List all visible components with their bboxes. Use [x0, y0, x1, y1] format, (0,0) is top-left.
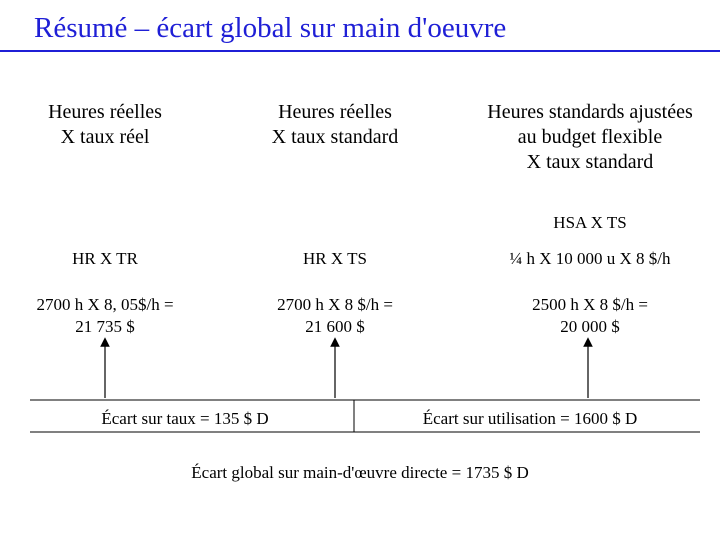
variance-utilisation: Écart sur utilisation = 1600 $ D: [340, 409, 720, 429]
abbr-row: HR X TR HR X TS ¼ h X 10 000 u X 8 $/h: [0, 248, 720, 269]
col3-line3: X taux standard: [460, 150, 720, 175]
column-headers-row: Heures réelles X taux réel Heures réelle…: [0, 100, 720, 175]
calc1-line2: 21 735 $: [0, 316, 210, 338]
col2-line2: X taux standard: [210, 125, 460, 150]
variance-taux: Écart sur taux = 135 $ D: [0, 409, 340, 429]
abbr-upper-row: HSA X TS: [0, 213, 720, 233]
bracket-diagram: [0, 0, 720, 540]
calc2-line2: 21 600 $: [210, 316, 460, 338]
variance-row: Écart sur taux = 135 $ D Écart sur utili…: [0, 409, 720, 429]
calc-row: 2700 h X 8, 05$/h = 21 735 $ 2700 h X 8 …: [0, 294, 720, 338]
col-header-2: Heures réelles X taux standard: [210, 100, 460, 175]
col-header-3: Heures standards ajustées au budget flex…: [460, 100, 720, 175]
calc-col1: 2700 h X 8, 05$/h = 21 735 $: [0, 294, 210, 338]
abbr-col3-upper: HSA X TS: [460, 213, 720, 233]
calc-col2: 2700 h X 8 $/h = 21 600 $: [210, 294, 460, 338]
abbr-col3: ¼ h X 10 000 u X 8 $/h: [460, 248, 720, 269]
calc3-line2: 20 000 $: [460, 316, 720, 338]
col-header-1: Heures réelles X taux réel: [0, 100, 210, 175]
calc3-line1: 2500 h X 8 $/h =: [460, 294, 720, 316]
col1-line2: X taux réel: [0, 125, 210, 150]
abbr-col2: HR X TS: [210, 248, 460, 269]
calc2-line1: 2700 h X 8 $/h =: [210, 294, 460, 316]
col3-line2: au budget flexible: [460, 125, 720, 150]
page-title: Résumé – écart global sur main d'oeuvre: [0, 0, 720, 49]
col3-line1: Heures standards ajustées: [460, 100, 720, 125]
calc-col3: 2500 h X 8 $/h = 20 000 $: [460, 294, 720, 338]
calc1-line1: 2700 h X 8, 05$/h =: [0, 294, 210, 316]
abbr-col1: HR X TR: [0, 248, 210, 269]
title-underline: [0, 50, 720, 52]
col2-line1: Heures réelles: [210, 100, 460, 125]
variance-global: Écart global sur main-d'œuvre directe = …: [0, 463, 720, 483]
col1-line1: Heures réelles: [0, 100, 210, 125]
